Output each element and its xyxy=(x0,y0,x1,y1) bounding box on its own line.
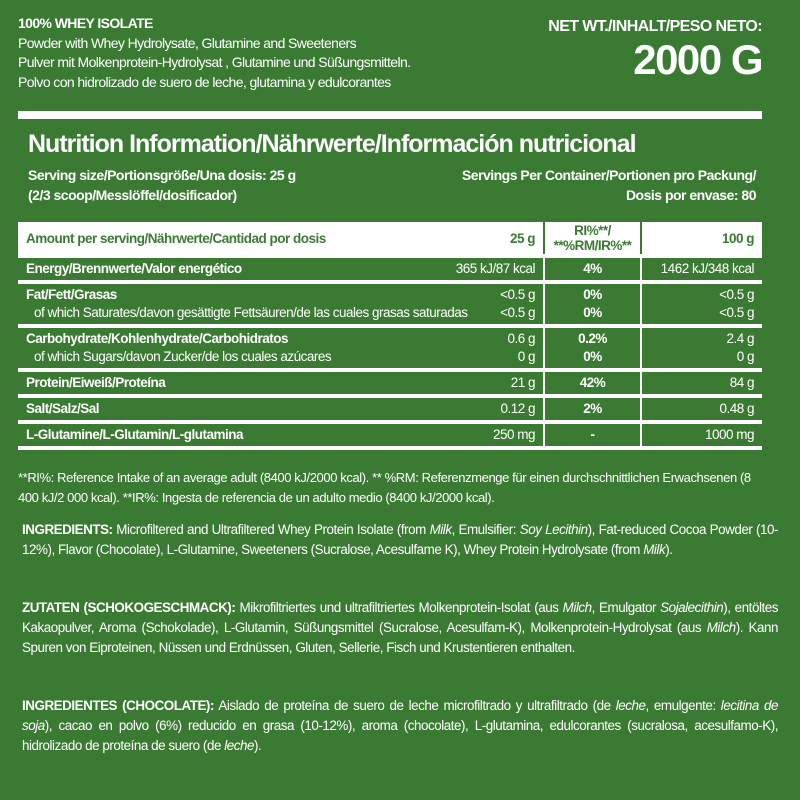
value-per-100g: 84 g xyxy=(729,375,755,390)
description-de: Pulver mit Molkenprotein-Hydrolysat , Gl… xyxy=(18,54,411,70)
divider xyxy=(18,111,762,119)
product-description: 100% WHEY ISOLATE Powder with Whey Hydro… xyxy=(18,14,411,92)
value-per-serving: 21 g xyxy=(510,375,536,390)
nutrient-name: Protein/Eiweiß/Proteína xyxy=(26,375,166,390)
nutrient-name: L-Glutamine/L-Glutamin/L-glutamina xyxy=(26,427,244,442)
servings-line: Dosis por envase: 80 xyxy=(625,187,757,203)
nutrient-name: Fat/Fett/Grasas xyxy=(26,287,117,302)
header-ri: RI%**/ xyxy=(574,223,611,238)
header-label: Amount per serving/Nährwerte/Cantidad po… xyxy=(26,230,326,246)
serving-size: Serving size/Portionsgröße/Una dosis: 25… xyxy=(28,165,296,205)
nutrition-title: Nutrition Information/Nährwerte/Informac… xyxy=(28,130,637,158)
value-ri: 0% xyxy=(583,305,602,320)
value-per-100g: 0 g xyxy=(736,349,755,364)
net-weight: NET WT./INHALT/PESO NETO: 2000 G xyxy=(548,18,763,84)
serving-size-line: Serving size/Portionsgröße/Una dosis: 25… xyxy=(28,167,296,183)
header-per-serving: 25 g xyxy=(509,230,536,246)
table-header: Amount per serving/Nährwerte/Cantidad po… xyxy=(18,222,762,258)
value-per-serving: 0 g xyxy=(517,349,536,364)
value-ri: 42% xyxy=(579,375,606,390)
nutrient-name: Energy/Brennwerte/Valor energético xyxy=(26,261,242,276)
footnote: **RI%: Reference Intake of an average ad… xyxy=(18,470,751,505)
ingredients-de: ZUTATEN (SCHOKOGESCHMACK): Mikrofiltrier… xyxy=(22,598,778,658)
ingredients-de-label: ZUTATEN (SCHOKOGESCHMACK): xyxy=(22,600,236,615)
nutrient-name: Salt/Salz/Sal xyxy=(26,401,100,416)
value-ri: 0% xyxy=(583,349,602,364)
value-per-serving: 250 mg xyxy=(492,427,536,442)
value-per-100g: 0.48 g xyxy=(719,401,754,416)
value-per-serving: 365 kJ/87 kcal xyxy=(455,261,536,276)
ingredients-de-text: Mikrofiltriertes und ultrafiltriertes Mo… xyxy=(22,600,778,655)
product-name: 100% WHEY ISOLATE xyxy=(18,15,153,31)
value-ri: 2% xyxy=(583,401,602,416)
ingredients-en-text: Microfiltered and Ultrafiltered Whey Pro… xyxy=(22,522,779,557)
value-per-100g: <0.5 g xyxy=(719,287,754,302)
value-per-100g: <0.5 g xyxy=(719,305,754,320)
table-row: L-Glutamine/L-Glutamin/L-glutamina 250 mg… xyxy=(18,424,762,450)
description-es: Polvo con hidrolizado de suero de leche,… xyxy=(18,73,391,90)
ingredients-es-text: Aislado de proteína de suero de leche mi… xyxy=(22,698,778,753)
nutrient-name: of which Saturates/davon gesättigte Fett… xyxy=(34,305,468,320)
table-row: Carbohydrate/Kohlenhydrate/Carbohidratos… xyxy=(18,328,762,372)
servings-per-container: Servings Per Container/Portionen pro Pac… xyxy=(461,165,757,205)
header-per-100: 100 g xyxy=(721,230,755,246)
value-per-100g: 1462 kJ/348 kcal xyxy=(660,261,755,276)
ingredients-es-label: INGREDIENTES (CHOCOLATE): xyxy=(22,698,214,713)
value-ri: - xyxy=(590,427,596,442)
value-per-serving: 0.12 g xyxy=(500,401,535,416)
value-per-serving: 0.6 g xyxy=(507,331,535,346)
net-weight-value: 2000 G xyxy=(633,36,763,83)
value-per-serving: <0.5 g xyxy=(500,287,535,302)
nutrient-name: of which Sugars/davon Zucker/de los cual… xyxy=(34,349,332,364)
ingredients-en: INGREDIENTS: Microfiltered and Ultrafilt… xyxy=(22,520,778,560)
header-ri-2: **%RM/IR%** xyxy=(553,238,632,253)
value-per-100g: 2.4 g xyxy=(726,331,754,346)
ingredients-es: INGREDIENTES (CHOCOLATE): Aislado de pro… xyxy=(22,696,778,756)
value-ri: 4% xyxy=(583,261,602,276)
description-en: Powder with Whey Hydrolysate, Glutamine … xyxy=(18,34,357,51)
value-ri: 0.2% xyxy=(578,331,607,346)
table-row: Salt/Salz/Sal 0.12 g 2% 0.48 g xyxy=(18,398,762,424)
ingredients-en-label: INGREDIENTS: xyxy=(22,522,113,537)
net-weight-label: NET WT./INHALT/PESO NETO: xyxy=(548,18,762,35)
value-per-serving: <0.5 g xyxy=(500,305,535,320)
table-row: Fat/Fett/Grasas of which Saturates/davon … xyxy=(18,284,762,328)
nutrition-table: Amount per serving/Nährwerte/Cantidad po… xyxy=(18,222,762,450)
servings-line: Servings Per Container/Portionen pro Pac… xyxy=(461,167,757,183)
value-per-100g: 1000 mg xyxy=(704,427,755,442)
nutrient-name: Carbohydrate/Kohlenhydrate/Carbohidratos xyxy=(26,331,289,346)
serving-size-line: (2/3 scoop/Messlöffel/dosificador) xyxy=(28,187,237,203)
table-row: Protein/Eiweiß/Proteína 21 g 42% 84 g xyxy=(18,372,762,398)
value-ri: 0% xyxy=(583,287,602,302)
table-row: Energy/Brennwerte/Valor energético 365 kJ… xyxy=(18,258,762,284)
